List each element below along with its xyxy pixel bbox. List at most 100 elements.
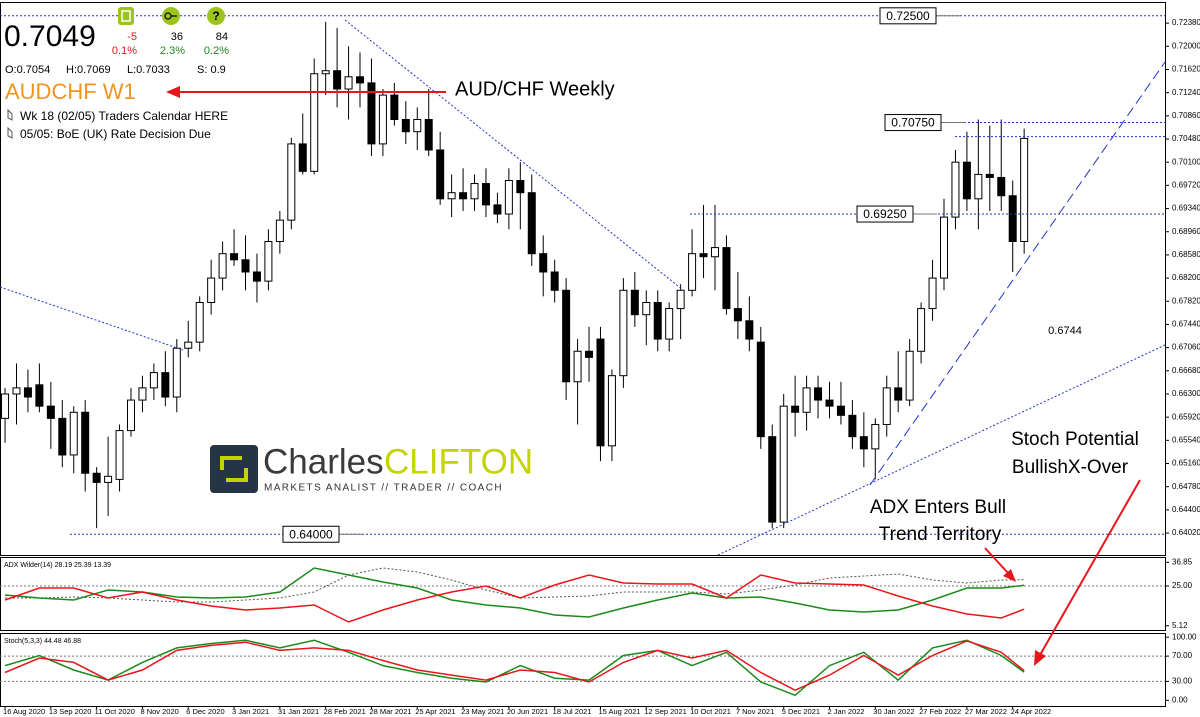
x-tick-label: 11 Oct 2020 [95,707,135,716]
candle-body [378,94,387,145]
change: 84 [216,31,228,43]
change-pct: 2.3% [160,45,185,57]
change: 36 [171,31,183,43]
note[interactable]: 05/05: BoE (UK) Rate Decision Due [20,127,211,141]
candle-body [516,179,525,194]
x-tick-label: 12 Sep 2021 [644,707,687,716]
y-tick-label: 0.64780 [1172,482,1200,491]
candle-body [195,301,204,343]
x-tick-label: 6 Dec 2020 [186,707,224,716]
candle-body [665,308,674,340]
candle-body [733,308,742,322]
y-tick-label: 100.00 [1172,632,1197,641]
icon [207,7,225,25]
y-tick-label: 0.00 [1172,695,1188,704]
candle-body [367,82,376,145]
icon [118,7,134,25]
annotation: Trend Territory [879,524,1002,545]
y-tick-label: 0.70860 [1172,111,1200,120]
candle-body [35,384,44,407]
candle-body [252,271,261,282]
indicator-line [4,640,1025,692]
candle-body [287,143,296,221]
candle-body [527,192,536,255]
level-label: 0.72500 [886,9,930,23]
candle-body [126,399,135,432]
candle-body [504,179,513,215]
change-pct: 0.1% [112,45,137,57]
x-tick-label: 18 Jul 2021 [553,707,592,716]
x-tick-label: 16 Aug 2020 [3,707,45,716]
note[interactable]: Wk 18 (02/05) Traders Calendar HERE [20,109,228,123]
change-pct: 0.2% [204,45,229,57]
x-tick-label: 28 Feb 2021 [324,707,366,716]
y-tick-label: 70.00 [1172,651,1193,660]
y-tick-label: 30.00 [1172,676,1193,685]
logo-icon [220,456,248,482]
candle-body [768,436,777,523]
y-tick-label: 0.67820 [1172,296,1200,305]
candle-body [138,387,147,401]
candle-body [710,247,719,258]
candle-body [688,253,697,291]
x-tick-label: 31 Jan 2021 [278,707,319,716]
level-box [282,525,340,543]
candle-body [1,393,10,419]
y-tick-label: 0.71240 [1172,88,1200,97]
candle-body [207,277,216,303]
candle-body [424,118,433,151]
level-box [884,114,942,132]
arrow-head [166,86,180,98]
x-tick-label: 20 Jun 2021 [507,707,548,716]
hand-icon [7,126,13,139]
candle-body [699,253,708,258]
y-tick-label: 25.00 [1172,581,1193,590]
x-tick-label: 2 Jan 2022 [827,707,864,716]
y-tick-label: 0.67060 [1172,343,1200,352]
candle-body [241,259,250,273]
candle-body [607,375,616,447]
trendline [0,286,184,351]
candle-body [310,73,319,172]
candle-body [894,387,903,401]
hand-icon [7,108,13,121]
candle-body [46,405,55,419]
annotation: ADX Enters Bull [870,497,1006,518]
candle-body [928,277,937,310]
candle-body [836,405,845,416]
candle-body [447,192,456,200]
candle-body [917,308,926,352]
candle-body [653,301,662,340]
candle-body [539,253,548,273]
candle-body [802,387,811,413]
indicator-line [4,639,1025,697]
change: -5 [127,31,137,43]
candle-body [81,411,90,474]
x-tick-label: 25 Apr 2021 [415,707,455,716]
candle-body [630,289,639,316]
candle-body [848,414,857,438]
arrow [1039,479,1141,656]
icon [121,10,131,22]
candle-body [974,173,983,200]
candle-body [69,411,78,456]
arrow [984,547,1009,574]
candle-body [619,289,628,377]
candle-body [390,94,399,120]
y-tick-label: 0.65920 [1172,412,1200,421]
candle-body [814,387,823,401]
candle-body [23,387,32,398]
logo-name: CLIFTON [384,442,533,481]
candle-body [962,161,971,200]
candle-body [882,387,891,425]
candle-body [356,76,365,84]
adx-panel-frame [0,557,1166,631]
candle-body [951,161,960,218]
candle-body [493,204,502,215]
x-tick-label: 15 Aug 2021 [598,707,640,716]
y-tick-label: 0.68960 [1172,227,1200,236]
candle-body [149,372,158,389]
x-tick-label: 7 Nov 2021 [736,707,774,716]
